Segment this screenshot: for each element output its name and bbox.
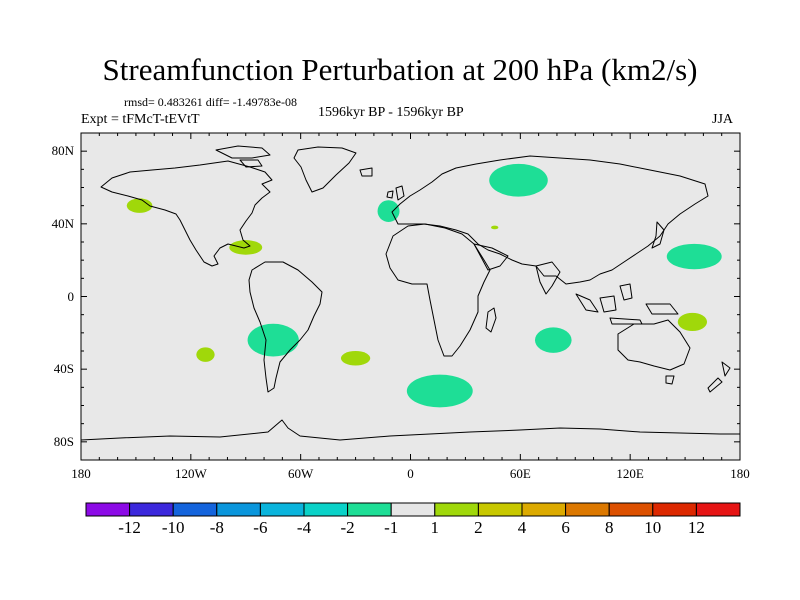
coastline-new-zealand: [707, 361, 731, 393]
period-label: 1596kyr BP - 1596kyr BP: [318, 105, 464, 120]
colorbar-swatch: [172, 502, 218, 517]
colorbar-label: 10: [644, 518, 662, 537]
colorbar-label: -6: [253, 518, 268, 537]
tick-layer: [80, 133, 741, 460]
anomaly-europe-negative: [377, 200, 400, 223]
anomaly-indian-ocean-negative: [534, 327, 572, 353]
colorbar-label: -10: [161, 518, 185, 537]
anomaly-middle-east-positive: [491, 225, 499, 230]
y-tick-label: 40S: [53, 361, 74, 377]
x-tick-label: 60W: [288, 466, 314, 481]
coastline-arctic-islands: [215, 145, 271, 168]
colorbar-swatch: [216, 502, 261, 517]
colorbar-swatch: [608, 502, 654, 517]
anomaly-north-pacific-east-asia-negative: [666, 243, 722, 270]
colorbar-swatch: [347, 502, 392, 517]
anomaly-southern-ocean-negative: [406, 374, 473, 408]
colorbar-label: -1: [384, 518, 399, 537]
colorbar-label: -2: [340, 518, 355, 537]
colorbar-swatch: [565, 502, 610, 517]
anomaly-south-pacific-positive: [196, 347, 215, 362]
y-tick-label: 80N: [51, 143, 74, 159]
x-tick-label: 180: [71, 466, 91, 481]
colorbar-swatch: [477, 502, 523, 517]
y-tick-label: 40N: [51, 215, 74, 231]
colorbar-swatch: [390, 502, 436, 517]
colorbar-swatch: [695, 502, 741, 517]
colorbar-label: 4: [517, 518, 527, 537]
coastline-australia: [617, 319, 691, 385]
anomaly-north-pacific-positive: [126, 198, 153, 213]
coastline-north-america: [100, 160, 273, 267]
colorbar-label: 6: [561, 518, 570, 537]
colorbar-swatch: [521, 502, 567, 517]
colorbar-label: 8: [604, 518, 614, 537]
x-tick-label: 120E: [616, 466, 644, 481]
chart-title: Streamfunction Perturbation at 200 hPa (…: [102, 52, 698, 87]
anomaly-south-america-negative: [247, 323, 299, 357]
colorbar-label: 2: [474, 518, 483, 537]
colorbar-swatch: [652, 502, 697, 517]
coastline-british-isles: [359, 167, 405, 201]
colorbar: [85, 502, 741, 517]
coastline-india: [535, 261, 561, 295]
colorbar-swatch: [129, 502, 174, 517]
colorbar-label: -4: [296, 518, 312, 537]
coastline-antarctica: [81, 419, 740, 441]
y-tick-label: 0: [67, 288, 75, 304]
x-tick-label: 120W: [174, 466, 207, 481]
coastline-layer: [81, 145, 740, 441]
coastline-madagascar: [485, 307, 497, 333]
anomaly-australia-positive: [677, 312, 708, 332]
colorbar-swatch: [303, 502, 349, 517]
colorbar-label: 12: [687, 518, 705, 537]
colorbar-label: -8: [209, 518, 224, 537]
colorbar-swatch: [85, 502, 131, 517]
colorbar-swatch: [259, 502, 305, 517]
anomaly-layer: [126, 163, 722, 408]
y-tick-label: 80S: [53, 433, 74, 449]
colorbar-swatch: [434, 502, 479, 517]
colorbar-label: 1: [430, 518, 440, 537]
season-label: JJA: [712, 112, 734, 127]
coastline-south-america: [248, 261, 323, 393]
x-tick-label: 180: [730, 466, 750, 481]
coastline-africa: [385, 223, 491, 357]
x-tick-label: 0: [407, 466, 414, 481]
map-background: [81, 133, 740, 460]
experiment-label: Expt = tFMcT-tEVtT: [81, 112, 200, 127]
anomaly-siberia-negative: [489, 163, 548, 197]
stats-label: rmsd= 0.483261 diff= -1.49783e-08: [124, 95, 297, 109]
x-tick-label: 60E: [509, 466, 531, 481]
coastline-japan: [651, 221, 665, 249]
coastline-arabia: [473, 243, 509, 271]
anomaly-south-atlantic-positive: [340, 351, 371, 366]
colorbar-label: -12: [118, 518, 141, 537]
coastline-greenland: [293, 146, 357, 193]
